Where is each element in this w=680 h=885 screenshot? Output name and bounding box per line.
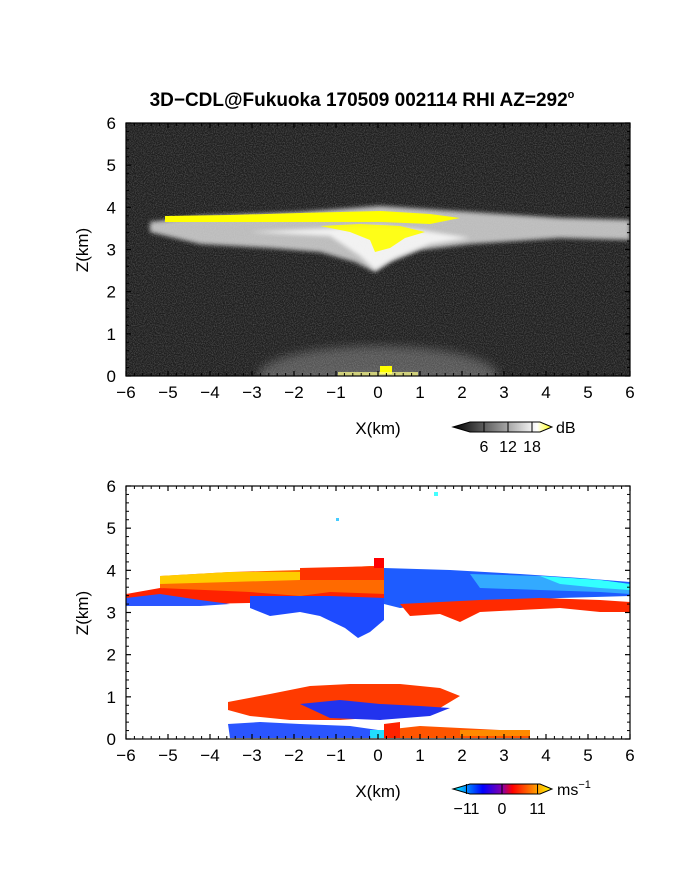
x-tick-label: −5 [158, 746, 177, 765]
y-tick-label: 3 [107, 241, 116, 260]
x-tick-label: −3 [242, 746, 261, 765]
y-tick-label: 0 [107, 367, 116, 386]
y-tick-label: 1 [107, 688, 116, 707]
velocity-image [126, 486, 630, 739]
colorbar-tick-label: 11 [529, 801, 546, 818]
velocity-axes: −6 −5 −4 −3 −2 −1 0 1 2 3 4 5 6 0 1 2 3 4 5 6 [107, 477, 635, 765]
x-tick-label: −1 [326, 746, 345, 765]
velocity-colorbar-unit: ms−1 [557, 779, 591, 799]
x-tick-label: 5 [583, 383, 592, 402]
velocity-panel: −6 −5 −4 −3 −2 −1 0 1 2 3 4 5 6 0 1 2 3 4 5 6 X(km) Z(km) −… [73, 477, 635, 818]
x-tick-label: −5 [158, 383, 177, 402]
colorbar-tick-label: 12 [499, 439, 517, 456]
y-tick-label: 5 [107, 156, 116, 175]
figure-title: 3D−CDL@Fukuoka 170509 002114 RHI AZ=292o [150, 89, 575, 111]
colorbar-tick-label: 0 [498, 801, 507, 818]
reflectivity-axes: −6 −5 −4 −3 −2 −1 0 1 2 3 4 5 6 0 1 2 3 4 5 6 [107, 114, 635, 402]
x-tick-label: 2 [457, 746, 466, 765]
x-tick-label: 1 [415, 746, 424, 765]
y-tick-label: 6 [107, 114, 116, 133]
reflectivity-image [126, 123, 630, 376]
x-tick-label: −2 [284, 383, 303, 402]
x-tick-label: 4 [541, 746, 550, 765]
y-tick-label: 0 [107, 730, 116, 749]
x-tick-label: 0 [373, 383, 382, 402]
x-tick-label: −1 [326, 383, 345, 402]
reflectivity-colorbar: 6 12 18 dB [451, 420, 576, 456]
x-tick-label: −4 [200, 746, 219, 765]
velocity-ylabel: Z(km) [73, 591, 92, 635]
reflectivity-xlabel: X(km) [355, 419, 400, 438]
velocity-colorbar: −11 0 11 ms−1 [451, 779, 591, 818]
velocity-xlabel: X(km) [355, 782, 400, 801]
x-tick-label: 3 [499, 383, 508, 402]
y-tick-label: 6 [107, 477, 116, 496]
x-tick-label: −3 [242, 383, 261, 402]
x-tick-label: −4 [200, 383, 219, 402]
x-tick-label: −6 [116, 383, 135, 402]
colorbar-tick-label: 18 [523, 439, 541, 456]
x-tick-label: 2 [457, 383, 466, 402]
colorbar-tick-label: 6 [480, 439, 489, 456]
x-tick-label: 3 [499, 746, 508, 765]
x-tick-label: −2 [284, 746, 303, 765]
y-tick-label: 5 [107, 519, 116, 538]
x-tick-label: 4 [541, 383, 550, 402]
x-tick-label: 6 [625, 746, 634, 765]
x-tick-label: 0 [373, 746, 382, 765]
velocity-colorbar-ticks: −11 0 11 [453, 784, 546, 818]
y-tick-label: 2 [107, 283, 116, 302]
y-tick-label: 2 [107, 646, 116, 665]
reflectivity-colorbar-unit: dB [556, 420, 576, 437]
reflectivity-ylabel: Z(km) [73, 228, 92, 272]
y-tick-label: 3 [107, 604, 116, 623]
colorbar-tick-label: −11 [453, 801, 479, 818]
y-tick-label: 4 [107, 198, 116, 217]
x-tick-label: 6 [625, 383, 634, 402]
y-tick-label: 1 [107, 325, 116, 344]
y-tick-label: 4 [107, 561, 116, 580]
reflectivity-colorbar-ticks: 6 12 18 [480, 422, 541, 456]
x-tick-label: 5 [583, 746, 592, 765]
x-tick-label: 1 [415, 383, 424, 402]
x-tick-label: −6 [116, 746, 135, 765]
